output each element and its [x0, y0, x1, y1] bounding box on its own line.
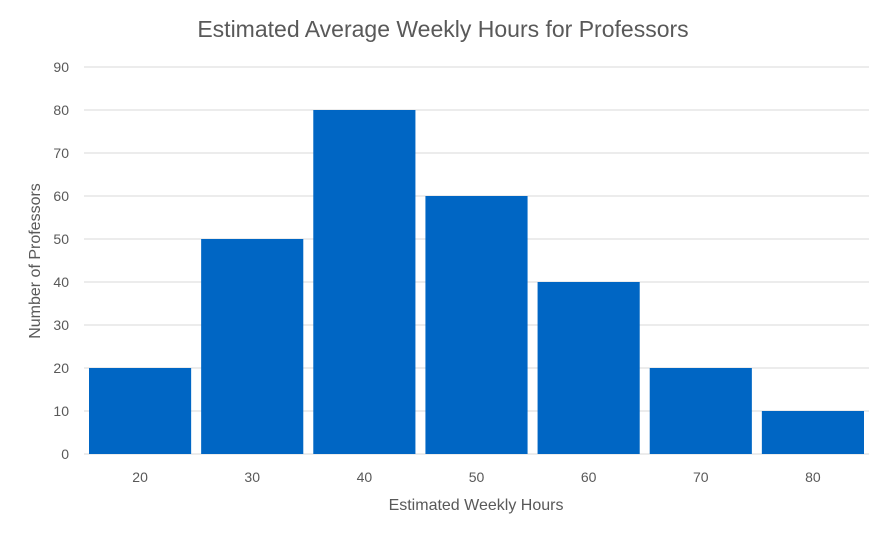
y-tick-label: 10	[53, 403, 69, 419]
x-axis-ticks: 20 30 40 50 60 70 80	[132, 469, 821, 485]
y-tick-label: 90	[53, 59, 69, 75]
bar-50	[425, 196, 528, 454]
y-tick-label: 50	[53, 231, 69, 247]
bar-30	[201, 239, 304, 454]
y-tick-label: 70	[53, 145, 69, 161]
x-axis-label: Estimated Weekly Hours	[389, 497, 564, 514]
bars	[89, 110, 864, 454]
bar-70	[649, 368, 752, 454]
y-tick-label: 60	[53, 188, 69, 204]
bar-60	[537, 282, 640, 454]
y-tick-label: 0	[61, 446, 69, 462]
x-tick-label: 30	[244, 469, 260, 485]
x-tick-label: 70	[693, 469, 709, 485]
y-axis-label: Number of Professors	[27, 183, 44, 339]
x-tick-label: 80	[805, 469, 821, 485]
y-tick-label: 20	[53, 360, 69, 376]
y-axis-ticks: 0 10 20 30 40 50 60 70 80 90	[53, 59, 69, 462]
bar-80	[761, 411, 864, 454]
chart-title: Estimated Average Weekly Hours for Profe…	[197, 16, 688, 42]
y-tick-label: 80	[53, 102, 69, 118]
bar-40	[313, 110, 416, 454]
bar-20	[89, 368, 192, 454]
x-tick-label: 50	[469, 469, 485, 485]
x-tick-label: 20	[132, 469, 148, 485]
y-tick-label: 30	[53, 317, 69, 333]
y-tick-label: 40	[53, 274, 69, 290]
x-tick-label: 60	[581, 469, 597, 485]
x-tick-label: 40	[357, 469, 373, 485]
